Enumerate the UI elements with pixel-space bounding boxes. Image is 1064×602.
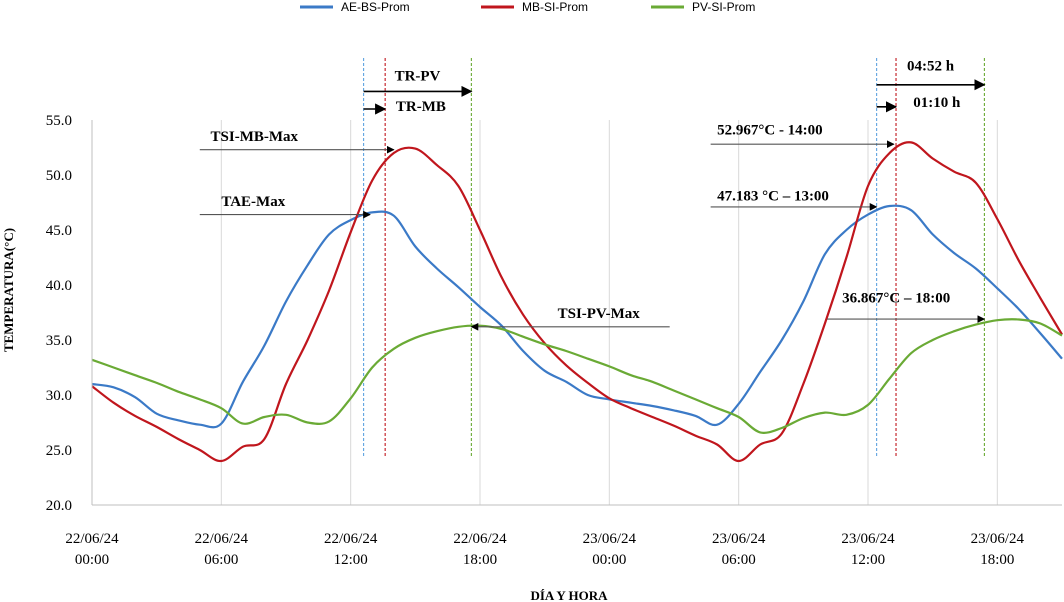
x-tick-label: 23/06/24 (583, 531, 637, 547)
chart-annotations: TR-PV TR-MB 04:52 h 01:10 h TSI-MB-Max TAE-Ma… (199, 59, 986, 331)
annotation-label-52-967-c-14-00: 52.967°C - 14:00 (717, 122, 823, 138)
y-tick-label: 50.0 (46, 168, 72, 184)
x-tick-label: 18:00 (980, 552, 1014, 568)
y-tick-label: 20.0 (46, 498, 72, 514)
chart-legend: AE-BS-Prom MB-SI-Prom PV-SI-Prom (300, 0, 755, 14)
annotation-label-04-52-h: 04:52 h (907, 59, 955, 75)
series-line-mb-si-prom (91, 141, 1063, 463)
x-tick-label: 23/06/24 (841, 531, 895, 547)
y-axis-title: TEMPERATURA(°C) (1, 228, 16, 352)
annotation-label-tsi-pv-max: TSI-PV-Max (558, 306, 641, 322)
x-tick-label: 22/06/24 (195, 531, 249, 547)
x-tick-label: 23/06/24 (971, 531, 1025, 547)
x-tick-label: 06:00 (722, 552, 756, 568)
legend-label-ae-bs-prom: AE-BS-Prom (341, 0, 410, 14)
annotation-label-tae-max: TAE-Max (221, 194, 285, 210)
annotation-label-tr-mb: TR-MB (396, 99, 446, 115)
x-tick-label: 00:00 (75, 552, 109, 568)
annotation-label-tr-pv: TR-PV (395, 68, 441, 84)
y-tick-label: 45.0 (46, 223, 72, 239)
y-tick-label: 30.0 (46, 388, 72, 404)
x-tick-label: 22/06/24 (65, 531, 119, 547)
x-tick-label: 12:00 (334, 552, 368, 568)
x-tick-label: 22/06/24 (453, 531, 507, 547)
chart-series (91, 141, 1063, 463)
y-tick-label: 40.0 (46, 278, 72, 294)
x-axis-title: DÍA Y HORA (530, 588, 608, 602)
annotation-label-36-867-c-18-00: 36.867°C – 18:00 (842, 291, 950, 307)
series-line-ae-bs-prom (91, 204, 1063, 429)
x-tick-label: 06:00 (204, 552, 238, 568)
x-tick-label: 12:00 (851, 552, 885, 568)
annotation-label-47-183-c-13-00: 47.183 °C – 13:00 (717, 188, 829, 204)
chart-axes: 20.0 25.0 30.0 35.0 40.0 45.0 50.0 55.0 22/06/24… (46, 113, 1062, 568)
x-tick-label: 22/06/24 (324, 531, 378, 547)
y-tick-label: 35.0 (46, 333, 72, 349)
y-tick-label: 55.0 (46, 113, 72, 129)
series-line-pv-si-prom (91, 318, 1063, 434)
legend-label-mb-si-prom: MB-SI-Prom (522, 0, 588, 14)
chart-grid (220, 120, 998, 505)
annotation-label-01-10-h: 01:10 h (913, 95, 961, 111)
x-tick-label: 00:00 (592, 552, 626, 568)
legend-label-pv-si-prom: PV-SI-Prom (692, 0, 755, 14)
annotation-label-tsi-mb-max: TSI-MB-Max (211, 129, 299, 145)
x-tick-label: 23/06/24 (712, 531, 766, 547)
y-tick-label: 25.0 (46, 443, 72, 459)
vertical-markers (363, 58, 985, 457)
x-tick-label: 18:00 (463, 552, 497, 568)
